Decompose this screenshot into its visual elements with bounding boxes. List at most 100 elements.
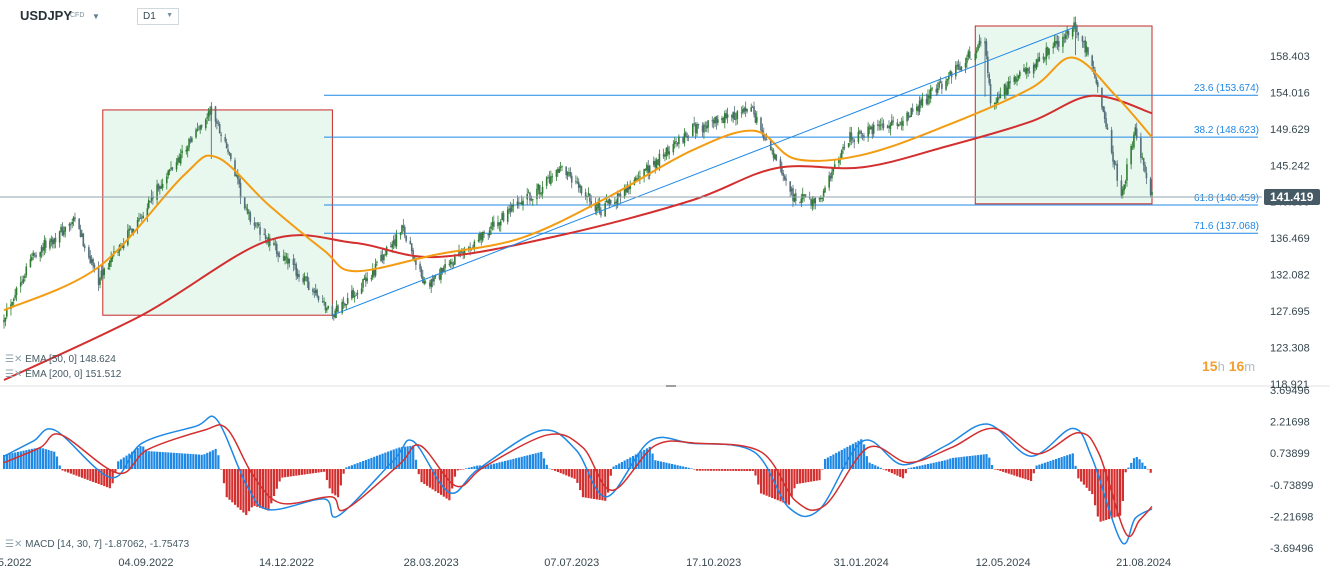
macd-histogram-bar	[272, 469, 276, 497]
trend-line-1	[332, 26, 1076, 316]
candle-body	[569, 171, 572, 177]
candle-body	[214, 106, 217, 122]
candle-body	[714, 116, 716, 124]
macd-histogram-bar	[921, 465, 924, 469]
macd-histogram-bar	[414, 459, 418, 469]
macd-histogram-bar	[576, 469, 579, 483]
macd-histogram-bar	[442, 469, 445, 497]
macd-histogram-bar	[289, 469, 292, 477]
macd-histogram-bar	[275, 469, 278, 489]
candle-body	[370, 277, 373, 280]
macd-histogram-bar	[286, 469, 290, 477]
candle-body	[814, 198, 817, 204]
close-icon[interactable]: ✕	[13, 354, 23, 365]
macd-histogram-bar	[570, 469, 573, 478]
date-axis-label: 07.07.2023	[544, 557, 599, 569]
candle-body	[371, 268, 374, 278]
macd-histogram-bar	[1138, 459, 1141, 469]
macd-histogram-bar	[542, 458, 546, 469]
macd-histogram-bar	[874, 465, 877, 469]
macd-histogram-bar	[974, 455, 977, 469]
candle-body	[236, 175, 239, 180]
candle-body	[31, 257, 33, 261]
candle-body	[637, 178, 640, 180]
candle-body	[1016, 79, 1018, 82]
candle-body	[808, 197, 811, 199]
macd-histogram-bar	[1099, 469, 1102, 522]
macd-histogram-bar	[606, 469, 610, 493]
candle-body	[88, 247, 90, 258]
candle-body	[402, 225, 405, 228]
macd-histogram-bar	[704, 469, 707, 471]
macd-panel: 3.69496 2.21698 0.73899 -0.73899 -2.21698 -3.…	[3, 385, 1313, 555]
price-axis-label: 136.469	[1270, 233, 1310, 245]
macd-histogram-bar	[1127, 467, 1130, 469]
candle-body	[712, 119, 715, 124]
candle-body	[899, 122, 901, 124]
ema200-legend[interactable]: ☰✕ EMA [200, 0] 151.512	[5, 369, 121, 380]
timeframe-select[interactable]: D1 ▼	[137, 8, 179, 25]
candle-body	[878, 125, 881, 127]
macd-histogram-bar	[715, 469, 718, 471]
candle-body	[550, 176, 552, 185]
settings-icon[interactable]: ☰	[5, 539, 14, 550]
candle-body	[316, 289, 318, 297]
candle-body	[423, 280, 426, 284]
macd-axis-label: -2.21698	[1270, 511, 1313, 523]
candle-body	[178, 156, 181, 163]
candle-body	[586, 195, 588, 198]
macd-histogram-bar	[915, 466, 919, 469]
candle-body	[964, 62, 967, 68]
settings-icon[interactable]: ☰	[5, 354, 14, 365]
macd-histogram-bar	[473, 466, 476, 469]
candle-body	[619, 193, 622, 198]
close-icon[interactable]: ✕	[13, 369, 23, 380]
candle-body	[537, 184, 540, 190]
macd-histogram-bar	[339, 469, 342, 486]
candle-body	[458, 251, 460, 257]
macd-legend[interactable]: ☰✕ MACD [14, 30, 7] -1.87062, -1.75473	[5, 539, 190, 550]
macd-histogram-bar	[64, 469, 67, 472]
macd-histogram-bar	[562, 469, 565, 475]
symbol-label[interactable]: USDJPY	[20, 8, 73, 23]
macd-histogram-bar	[153, 451, 156, 469]
chart-toolbar: USDJPY CFD ▼ D1 ▼	[0, 0, 1330, 30]
macd-histogram-bar	[1146, 469, 1150, 470]
price-axis-label: 118.921	[1270, 379, 1309, 391]
candle-body	[32, 252, 35, 256]
macd-histogram-bar	[662, 462, 665, 469]
macd-histogram-bar	[963, 456, 966, 469]
candle-body	[50, 238, 53, 242]
candle-body	[245, 207, 247, 209]
candle-body	[1101, 87, 1103, 108]
candle-body	[217, 122, 220, 124]
candle-body	[594, 203, 597, 211]
candle-body	[522, 200, 524, 206]
candle-body	[1084, 40, 1087, 53]
symbol-dropdown-icon[interactable]: ▼	[92, 12, 100, 21]
macd-histogram-bar	[637, 452, 640, 469]
candle-body	[132, 228, 135, 233]
macd-histogram-bar	[1107, 469, 1111, 520]
candle-body	[1145, 172, 1148, 179]
candle-body	[461, 251, 463, 253]
close-icon[interactable]: ✕	[13, 539, 23, 550]
candle-body	[391, 243, 394, 248]
macd-histogram-bar	[765, 469, 768, 496]
candle-body	[383, 254, 385, 261]
macd-histogram-bar	[253, 469, 256, 506]
candle-body	[103, 268, 105, 275]
settings-icon[interactable]: ☰	[5, 369, 14, 380]
candle-body	[541, 186, 544, 194]
macd-histogram-bar	[924, 464, 927, 469]
macd-histogram-bar	[645, 448, 649, 469]
candle-body	[131, 228, 133, 234]
macd-histogram-bar	[28, 449, 31, 469]
macd-histogram-bar	[233, 469, 237, 505]
macd-histogram-bar	[295, 469, 298, 476]
ema50-legend[interactable]: ☰✕ EMA [50, 0] 148.624	[5, 354, 116, 365]
candle-body	[975, 50, 978, 53]
candle-body	[1130, 146, 1132, 165]
